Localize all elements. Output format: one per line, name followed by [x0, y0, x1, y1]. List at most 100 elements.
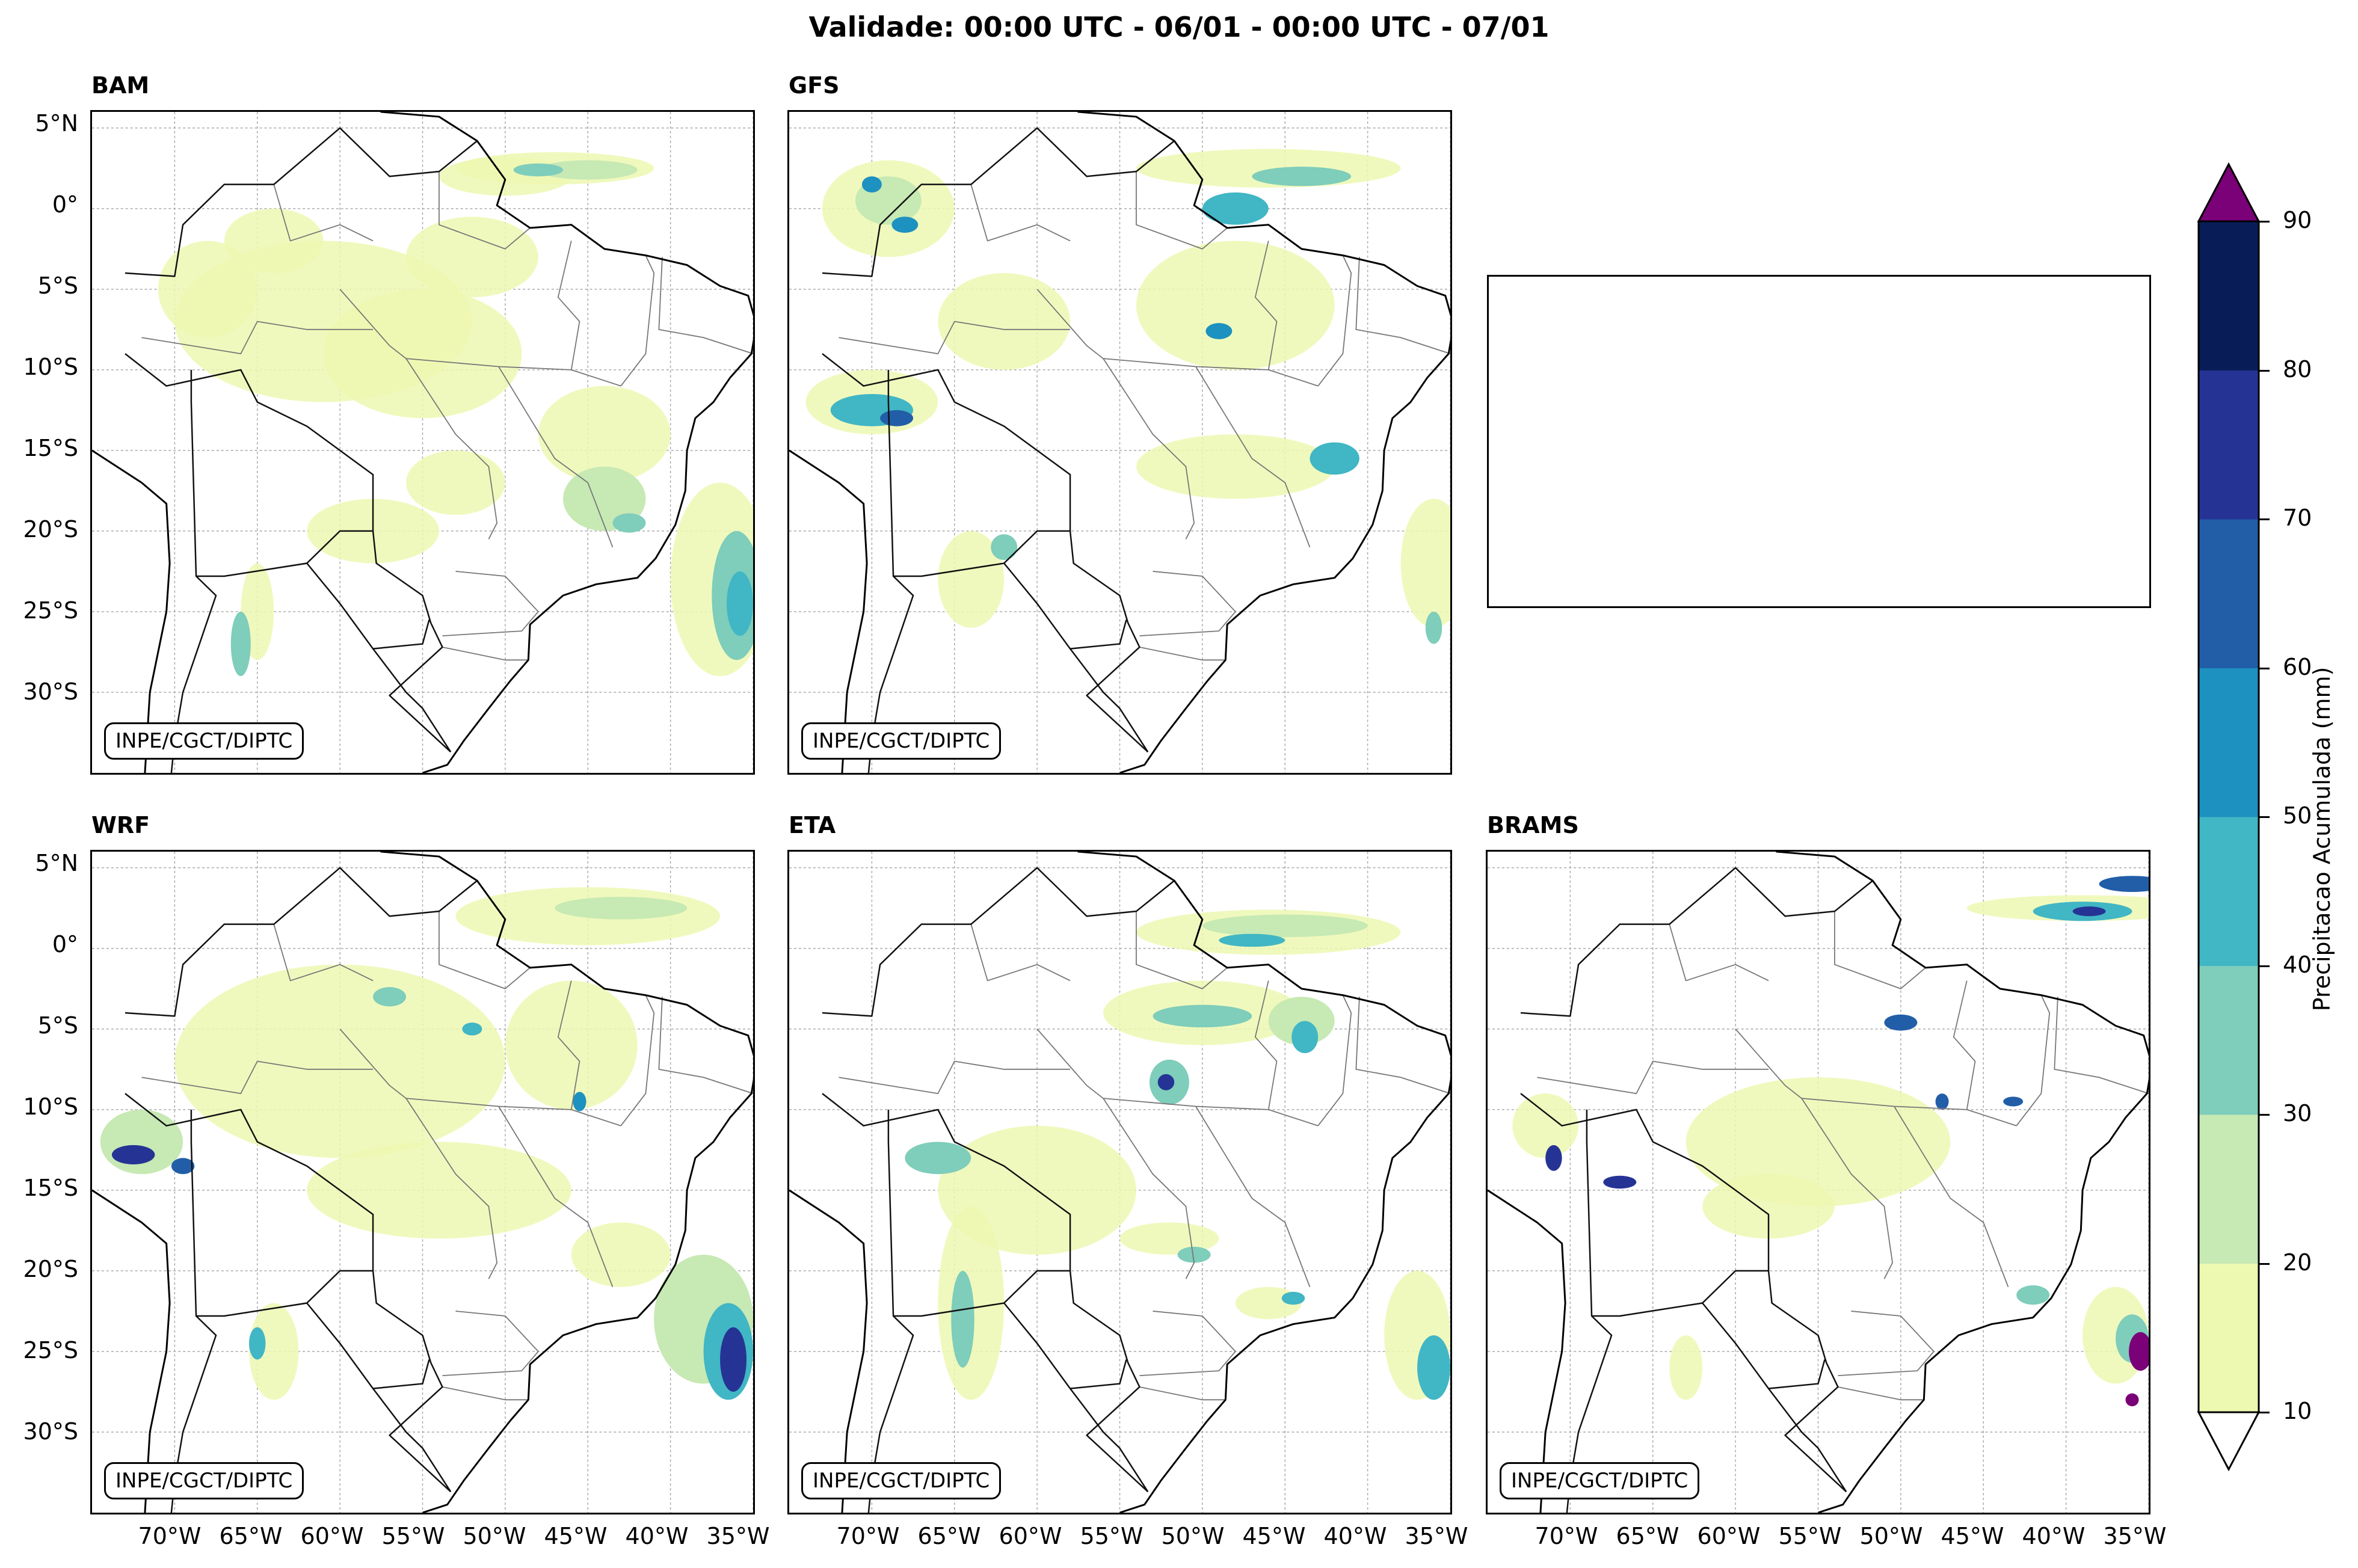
country-border: [1070, 1388, 1149, 1492]
lon-label: 60°W: [300, 1523, 364, 1549]
colorbar-over-triangle: [2197, 162, 2261, 223]
state-border: [557, 241, 580, 370]
coastline: [789, 449, 868, 773]
precipitation-area: [880, 410, 914, 426]
state-border: [1103, 1098, 1195, 1279]
precipitation-area: [373, 987, 407, 1007]
colorbar-tick-label: 70: [2283, 505, 2312, 531]
precipitation-area: [573, 1092, 586, 1111]
precipitation-area: [505, 980, 638, 1110]
colorbar-tick-mark: [2259, 221, 2270, 223]
precipitation-area: [538, 160, 638, 180]
precipitation-area: [1252, 167, 1352, 186]
precipitation-area: [230, 611, 251, 677]
lon-label: 40°W: [2022, 1523, 2086, 1549]
colorbar-tick-mark: [2259, 518, 2270, 520]
precipitation-area: [1669, 1335, 1703, 1400]
map-canvas: [92, 852, 753, 1513]
precipitation-area: [2125, 1393, 2139, 1407]
colorbar-tick-label: 90: [2283, 207, 2312, 233]
panel-title-wrf: WRF: [91, 812, 150, 838]
colorbar-tick-label: 40: [2283, 951, 2312, 978]
precipitation-area: [612, 513, 646, 533]
precipitation-area: [2129, 1332, 2149, 1371]
country-border: [1003, 1302, 1127, 1389]
precipitation-area: [1281, 1291, 1305, 1305]
colorbar-tick-mark: [2259, 1262, 2270, 1265]
colorbar-tick-label: 30: [2283, 1100, 2312, 1127]
lon-label: 70°W: [836, 1523, 900, 1549]
lon-label: 45°W: [1242, 1523, 1306, 1549]
state-border: [1317, 255, 1352, 387]
precipitation-area: [406, 217, 538, 298]
state-border: [620, 255, 655, 387]
panel-title-gfs: GFS: [789, 72, 840, 99]
coastline: [1775, 852, 2149, 1513]
colorbar-tick-label: 10: [2283, 1398, 2312, 1424]
state-border: [658, 257, 753, 354]
state-border: [1894, 1106, 2009, 1288]
state-border: [839, 321, 1071, 354]
lat-label: 30°S: [23, 678, 78, 705]
lon-label: 55°W: [1080, 1523, 1144, 1549]
lat-label: 25°S: [23, 597, 78, 624]
credit-badge: INPE/CGCT/DIPTC: [104, 722, 304, 760]
colorbar-tick-label: 20: [2283, 1249, 2312, 1276]
coastline: [92, 1189, 171, 1513]
lon-label: 55°W: [1778, 1523, 1842, 1549]
credit-badge: INPE/CGCT/DIPTC: [1500, 1462, 1700, 1499]
country-border: [1520, 1093, 1847, 1493]
precipitation-area: [307, 1142, 571, 1239]
state-border: [1355, 257, 1450, 354]
state-border: [439, 171, 531, 250]
precipitation-area: [571, 1222, 671, 1287]
lat-label: 15°S: [23, 435, 78, 461]
precipitation-area: [1136, 241, 1335, 370]
state-border: [1136, 911, 1228, 989]
country-border: [190, 369, 374, 577]
precipitation-area: [171, 1158, 195, 1175]
lon-label: 35°W: [1405, 1523, 1468, 1549]
state-border: [1139, 1386, 1226, 1401]
state-border: [1838, 1386, 1924, 1401]
precipitation-area: [1935, 1093, 1949, 1110]
map-panel-wrf: INPE/CGCT/DIPTC: [90, 850, 755, 1514]
map-canvas: [92, 112, 753, 773]
lat-label: 10°S: [23, 1093, 78, 1120]
state-border: [442, 1311, 539, 1377]
lon-label: 60°W: [999, 1523, 1062, 1549]
state-border: [2054, 997, 2149, 1094]
country-border: [822, 353, 1149, 753]
lon-label: 70°W: [1535, 1523, 1598, 1549]
lon-label: 50°W: [1161, 1523, 1225, 1549]
lon-label: 50°W: [463, 1523, 526, 1549]
state-border: [1537, 1060, 1769, 1094]
precipitation-area: [2003, 1096, 2024, 1107]
precipitation-area: [1202, 914, 1368, 938]
precipitation-area: [1268, 997, 1335, 1045]
precipitation-area: [174, 964, 505, 1158]
state-border: [141, 321, 374, 354]
state-border: [273, 924, 374, 982]
precipitation-area: [1202, 192, 1269, 225]
coastline: [92, 449, 171, 773]
colorbar-bin: [2199, 1263, 2259, 1413]
precipitation-area: [1545, 1145, 1562, 1171]
lat-label: 25°S: [23, 1337, 78, 1364]
lon-label: 45°W: [1941, 1523, 2004, 1549]
lon-label: 50°W: [1859, 1523, 1923, 1549]
colorbar-bin: [2199, 370, 2259, 520]
country-border: [372, 1388, 452, 1492]
colorbar-tick-mark: [2259, 965, 2270, 967]
country-border: [1768, 1388, 1847, 1492]
colorbar-bin: [2199, 221, 2259, 370]
map-panel-bam: INPE/CGCT/DIPTC: [90, 110, 755, 775]
country-border: [1003, 562, 1127, 650]
lat-label: 5°S: [37, 1012, 78, 1039]
precipitation-area: [861, 176, 882, 193]
coastline: [1077, 852, 1450, 1513]
state-border: [1669, 924, 1769, 982]
state-border: [1953, 980, 1976, 1110]
map-canvas: [789, 112, 1450, 773]
lon-label: 65°W: [1616, 1523, 1679, 1549]
